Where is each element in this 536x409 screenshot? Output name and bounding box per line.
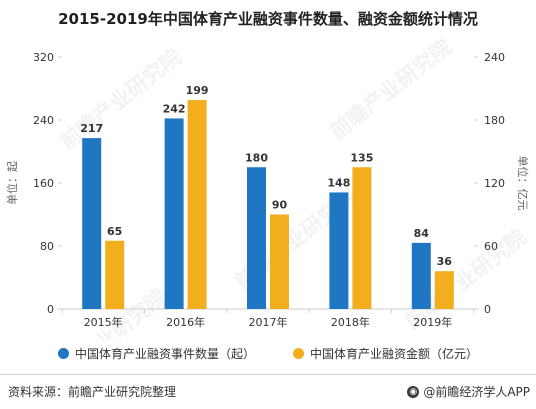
footer-divider bbox=[0, 374, 536, 375]
axes-group: 0 80 160 240 320 0 60 120 180 240 单位：起 单位：亿元 2015年 20… bbox=[5, 51, 530, 329]
data-label-series-2: 135 bbox=[350, 151, 373, 164]
y-right-tick-label: 180 bbox=[484, 114, 505, 127]
y-left-tick-label: 240 bbox=[33, 114, 54, 127]
bar-series-1 bbox=[411, 242, 431, 309]
legend-label-series-1: 中国体育产业融资事件数量（起） bbox=[74, 347, 255, 361]
data-label-series-2: 199 bbox=[186, 84, 209, 97]
brand-logo-icon: ◉ bbox=[407, 385, 420, 398]
y-right-axis-title: 单位：亿元 bbox=[516, 156, 530, 211]
bar-series-2 bbox=[187, 100, 207, 309]
legend-swatch-series-2 bbox=[293, 348, 304, 359]
data-label-series-2: 36 bbox=[437, 255, 453, 268]
bar-series-1 bbox=[164, 118, 184, 309]
y-right-tick-label: 120 bbox=[484, 177, 505, 190]
data-label-series-1: 84 bbox=[414, 227, 430, 240]
x-tick-label: 2018年 bbox=[331, 315, 370, 329]
y-left-tick-label: 0 bbox=[47, 303, 54, 316]
data-label-series-1: 148 bbox=[327, 176, 350, 189]
bar-series-1 bbox=[82, 138, 102, 309]
data-label-series-2: 65 bbox=[107, 225, 122, 238]
data-label-series-1: 180 bbox=[245, 151, 268, 164]
brand-credit: ◉ @前瞻经济学人APP bbox=[407, 383, 530, 400]
source-note: 资料来源：前瞻产业研究院整理 bbox=[8, 385, 177, 399]
y-right-tick-label: 240 bbox=[484, 51, 505, 64]
y-left-tick-label: 80 bbox=[40, 240, 54, 253]
bar-series-2 bbox=[270, 214, 289, 309]
y-left-tick-label: 160 bbox=[33, 177, 54, 190]
bar-series-1 bbox=[247, 167, 266, 309]
chart-title: 2015-2019年中国体育产业融资事件数量、融资金额统计情况 bbox=[58, 10, 478, 28]
legend-label-series-2: 中国体育产业融资金额（亿元） bbox=[310, 347, 479, 361]
footer: 资料来源：前瞻产业研究院整理 ◉ @前瞻经济学人APP bbox=[0, 378, 536, 409]
y-left-axis-title: 单位：起 bbox=[5, 161, 19, 205]
bar-series-1 bbox=[329, 192, 349, 309]
y-right-tick-label: 0 bbox=[484, 303, 491, 316]
bar-series-2 bbox=[434, 271, 454, 309]
legend-item-series-2: 中国体育产业融资金额（亿元） bbox=[293, 345, 478, 362]
legend-item-series-1: 中国体育产业融资事件数量（起） bbox=[57, 345, 255, 362]
x-tick-label: 2016年 bbox=[166, 315, 205, 329]
brand-credit-text: @前瞻经济学人APP bbox=[423, 385, 530, 399]
watermark-text: 前瞻产业研究院 bbox=[325, 35, 456, 144]
legend-swatch-series-1 bbox=[57, 348, 69, 359]
bar-series-2 bbox=[352, 167, 372, 309]
bar-series-2 bbox=[105, 240, 125, 309]
data-label-series-1: 242 bbox=[163, 102, 186, 115]
x-tick-label: 2017年 bbox=[249, 315, 288, 329]
data-label-series-1: 217 bbox=[80, 122, 103, 135]
data-label-series-2: 90 bbox=[272, 199, 288, 212]
legend: 中国体育产业融资事件数量（起） 中国体育产业融资金额（亿元） bbox=[0, 345, 536, 362]
x-tick-label: 2015年 bbox=[84, 315, 123, 329]
y-right-tick-label: 60 bbox=[484, 240, 498, 253]
x-tick-label: 2019年 bbox=[413, 315, 452, 329]
y-left-tick-label: 320 bbox=[33, 51, 54, 64]
bars-group bbox=[82, 100, 454, 309]
